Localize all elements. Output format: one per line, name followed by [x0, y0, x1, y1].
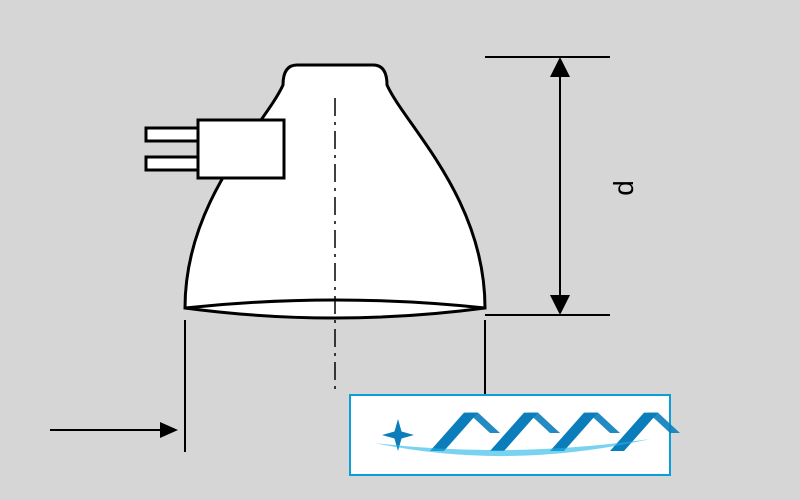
bulb-pin-1 [146, 128, 198, 141]
logo [350, 395, 680, 475]
bulb-socket [198, 120, 284, 178]
bulb-pin-2 [146, 157, 198, 170]
diagram-stage: d [0, 0, 800, 500]
diameter-label: d [608, 180, 640, 196]
diagram-svg [0, 0, 800, 500]
